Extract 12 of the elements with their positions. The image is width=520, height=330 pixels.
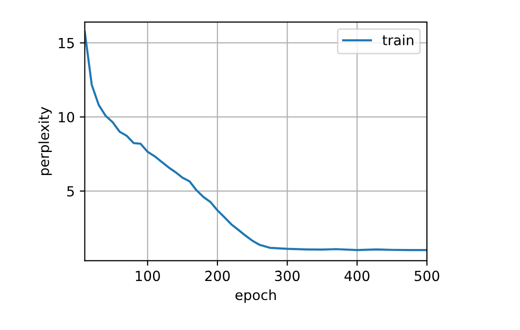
y-tick-label: 15: [58, 38, 74, 48]
x-tick-label: 500: [414, 270, 440, 282]
legend-label: train: [382, 34, 414, 46]
y-tick-label: 5: [67, 186, 74, 197]
x-tick-label: 100: [136, 270, 160, 282]
y-tick-label: 10: [58, 112, 74, 122]
x-tick-label: 300: [275, 270, 300, 282]
y-axis-title: perplexity: [38, 106, 52, 176]
x-tick-label: 400: [344, 270, 370, 282]
line-series: [84, 30, 427, 252]
x-tick-label: 200: [205, 270, 230, 282]
x-axis-title: epoch: [235, 289, 276, 303]
